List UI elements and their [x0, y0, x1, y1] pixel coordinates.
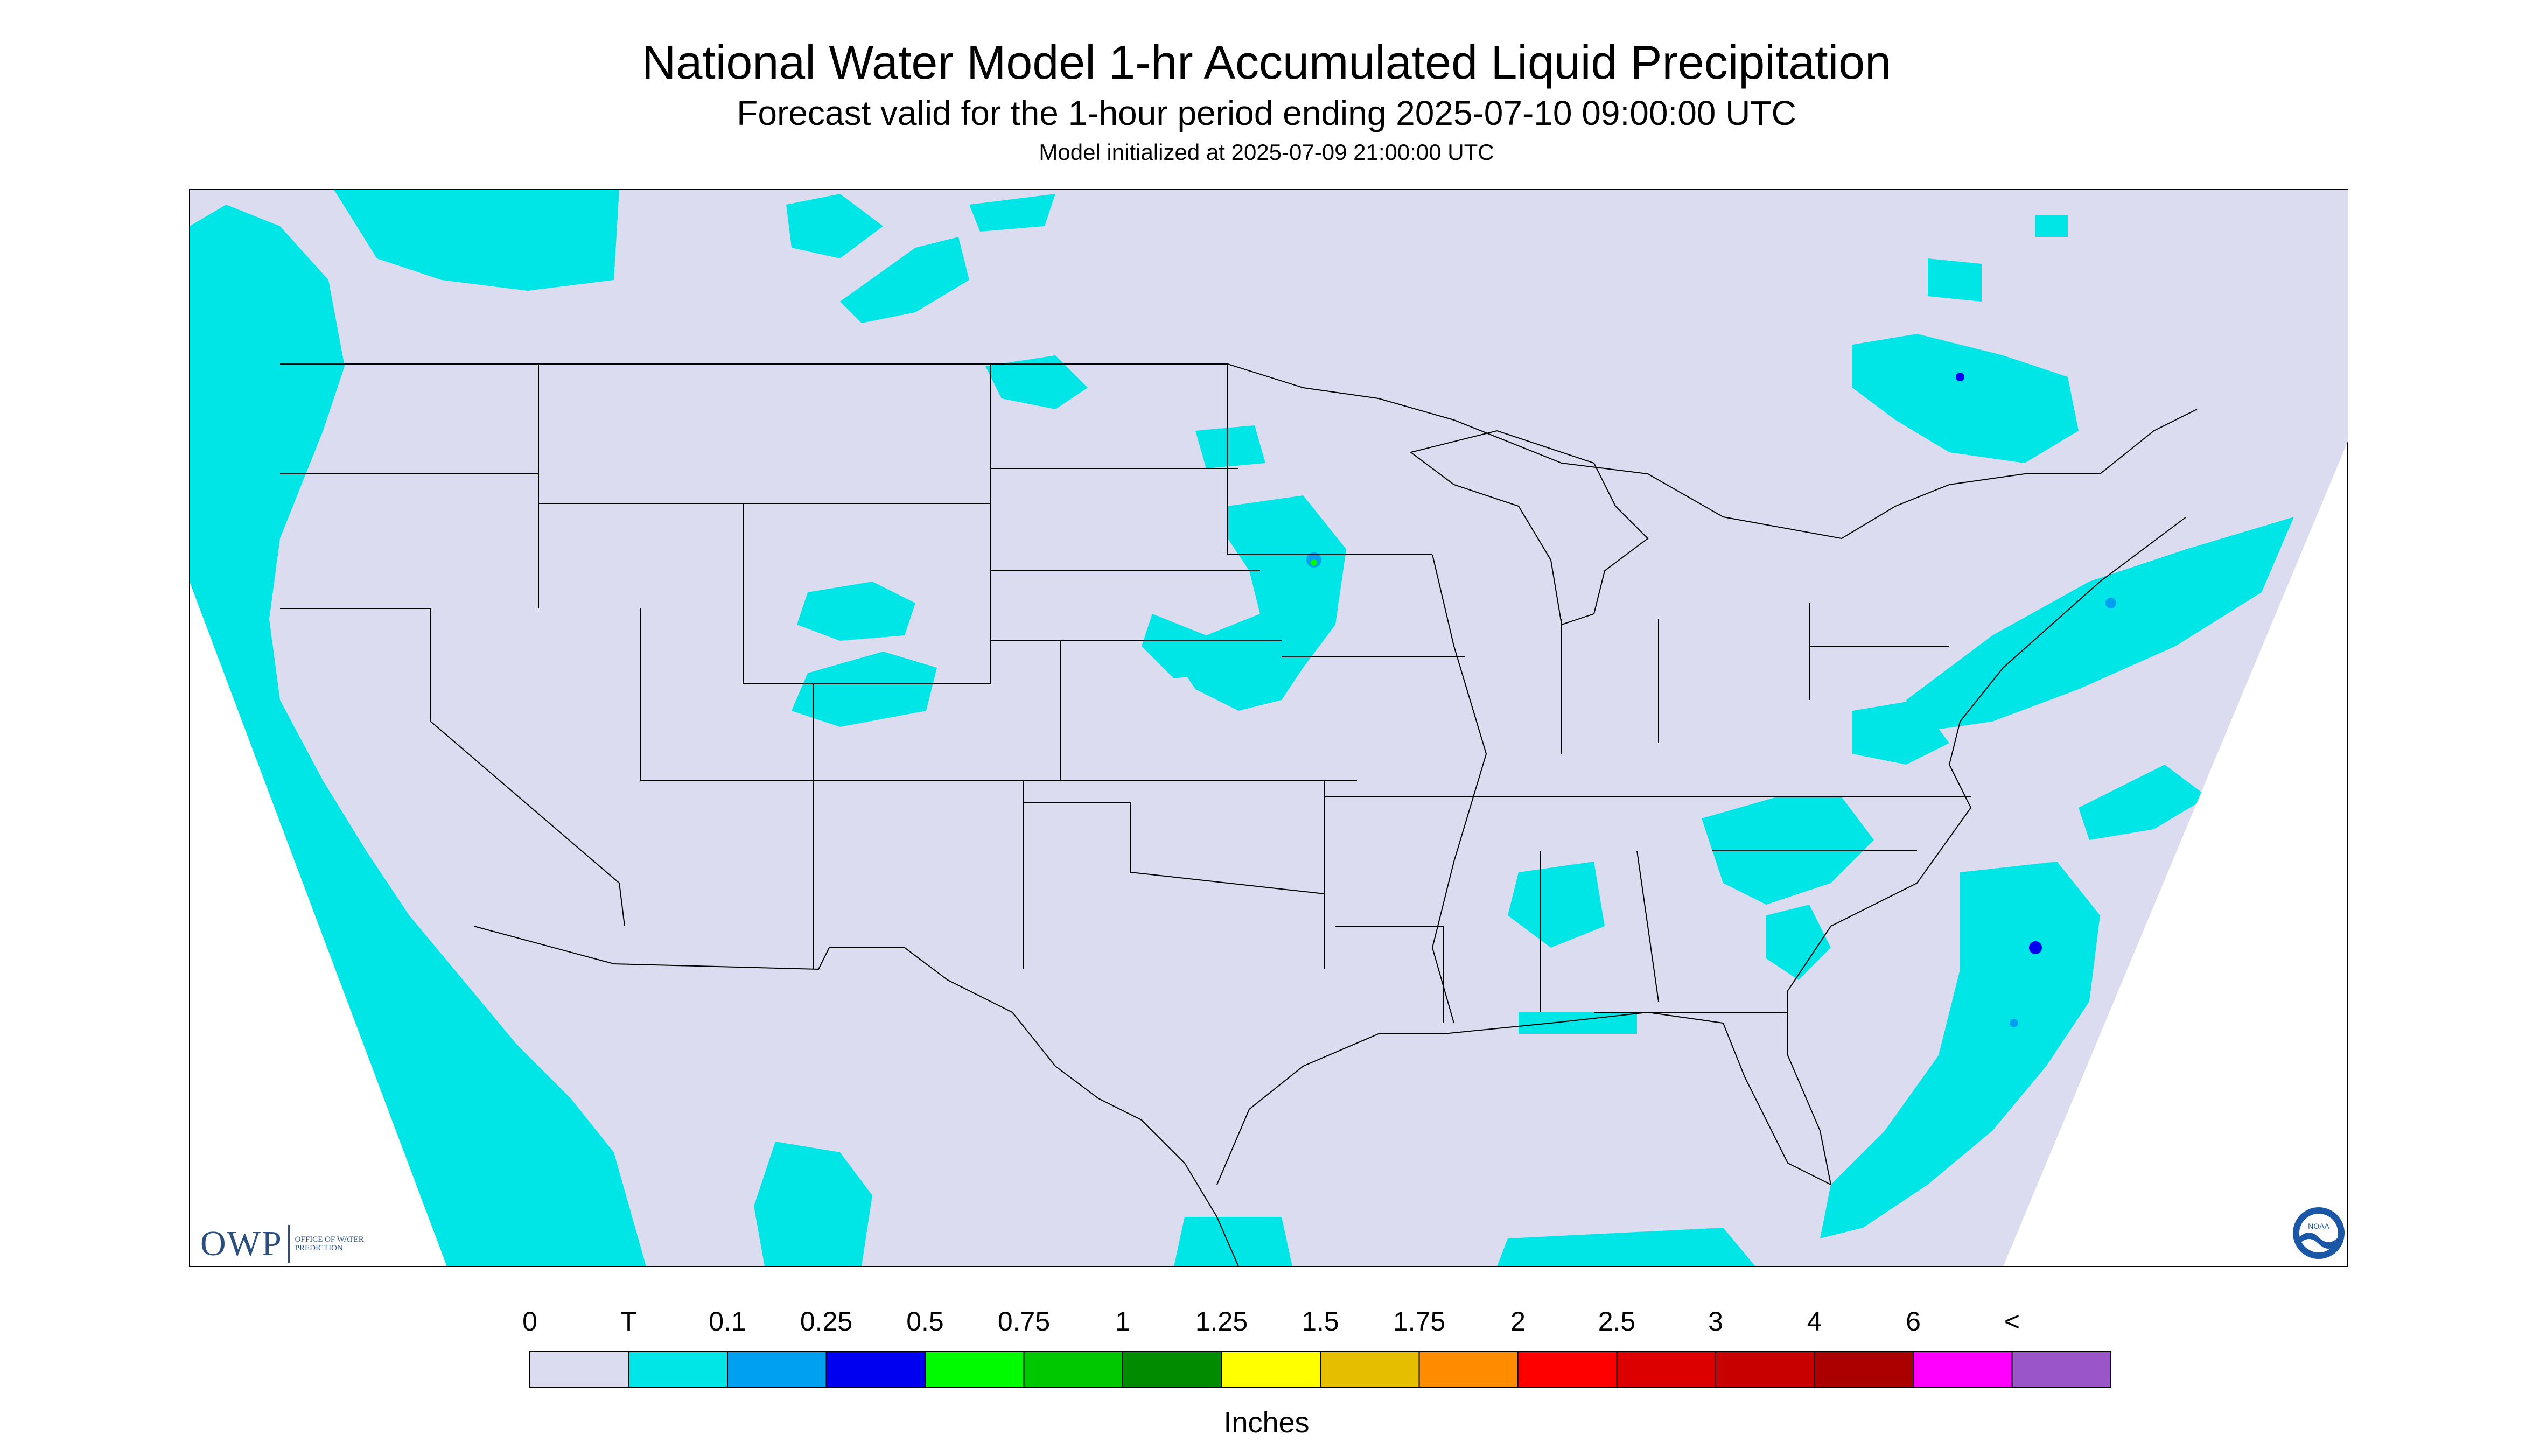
precip-cell-northeast	[2105, 598, 2116, 608]
owp-logo-subtext: OFFICE OF WATER PREDICTION	[295, 1235, 364, 1252]
legend-tick-label: 1	[1115, 1306, 1130, 1336]
precip-area-gulf	[1508, 862, 1605, 948]
precip-cell-atlantic	[2029, 941, 2042, 954]
precip-area-midatlantic	[1852, 700, 1949, 765]
state-line-ca-nv	[430, 608, 625, 927]
precip-cell-canada	[1956, 373, 1964, 381]
us-mexico-border	[473, 926, 1239, 1267]
owp-logo: OWP OFFICE OF WATER PREDICTION	[200, 1223, 370, 1264]
legend-tick-label: 6	[1906, 1306, 1921, 1336]
legend-tick-label: 4	[1807, 1306, 1822, 1336]
east-coastline	[1216, 516, 2187, 1186]
precip-area-canada-central-3	[969, 194, 1055, 232]
legend-tick-label: 1.25	[1195, 1306, 1248, 1336]
legend-units: Inches	[1223, 1406, 1310, 1439]
state-line-ar-la	[1335, 926, 1444, 1023]
owp-logo-text: OWP	[200, 1224, 283, 1263]
precip-area-canada-central-2	[840, 237, 969, 323]
map-title: National Water Model 1-hr Accumulated Li…	[641, 36, 1892, 89]
precip-cell-iowa-heavy	[1311, 559, 1317, 566]
precip-area-canada-east-3	[2035, 215, 2068, 237]
map-subtitle: Forecast valid for the 1-hour period end…	[737, 94, 1796, 132]
state-line-ks-ok	[1061, 780, 1325, 969]
precip-area-northdakota	[1195, 425, 1265, 468]
legend-tick-label: <	[2004, 1306, 2020, 1336]
us-canada-border	[280, 363, 2198, 540]
state-line-ok-tx	[1023, 802, 1325, 894]
legend-tick-label: T	[620, 1306, 637, 1336]
precip-area-gulf-coast	[1519, 1012, 1637, 1034]
owp-logo-divider	[288, 1225, 290, 1263]
precip-area-kansas	[1142, 614, 1217, 678]
state-line-mn	[1227, 364, 1432, 555]
precip-area-pacific	[190, 205, 646, 1266]
precip-area-canada-central	[786, 194, 883, 258]
model-domain	[190, 190, 2348, 1266]
legend-tick-label: 0.75	[997, 1306, 1051, 1336]
legend-tick-label: 3	[1708, 1306, 1723, 1336]
precip-area-gulf-bottom	[1497, 1228, 1755, 1266]
state-line-al-ga	[1636, 850, 1659, 1002]
state-line-dakotas	[990, 364, 1282, 641]
legend-tick-label: 2.5	[1598, 1306, 1636, 1336]
precip-area-atlantic-2	[2079, 765, 2208, 840]
state-line-miss-river	[1431, 554, 1487, 1024]
noaa-logo-text: NOAA	[2308, 1222, 2329, 1230]
noaa-logo: NOAA	[2293, 1207, 2345, 1259]
precip-area-canada-east	[1852, 334, 2079, 463]
precip-area-canada-east-2	[1928, 258, 1982, 302]
precip-area-mexico	[754, 1142, 872, 1266]
precip-area-montana	[985, 355, 1088, 409]
precip-area-southeast	[1766, 905, 1831, 980]
precip-area-wyoming	[797, 582, 915, 641]
legend-tick-label: 0.25	[800, 1306, 853, 1336]
precip-area-colorado	[792, 652, 937, 727]
legend-tick-label: 0.1	[709, 1306, 746, 1336]
legend-tick-label: 2	[1510, 1306, 1526, 1336]
precip-area-atlantic	[1820, 862, 2100, 1238]
model-init-line: Model initialized at 2025-07-09 21:00:00…	[1039, 139, 1494, 165]
legend-tick-label: 1.75	[1393, 1306, 1446, 1336]
legend-tick-label: 0	[522, 1306, 537, 1336]
precip-cell-atlantic-2	[2010, 1019, 2018, 1027]
great-lakes	[1409, 430, 1649, 626]
state-boundaries	[280, 363, 2198, 1267]
legend-tick-label: 1.5	[1302, 1306, 1339, 1336]
legend-tick-label: 0.5	[906, 1306, 944, 1336]
precipitation-layer	[190, 190, 2294, 1266]
precip-area-northeast	[1906, 517, 2294, 732]
precip-area-mexico-2	[1174, 1217, 1292, 1266]
precip-area-canada-west	[334, 190, 619, 291]
